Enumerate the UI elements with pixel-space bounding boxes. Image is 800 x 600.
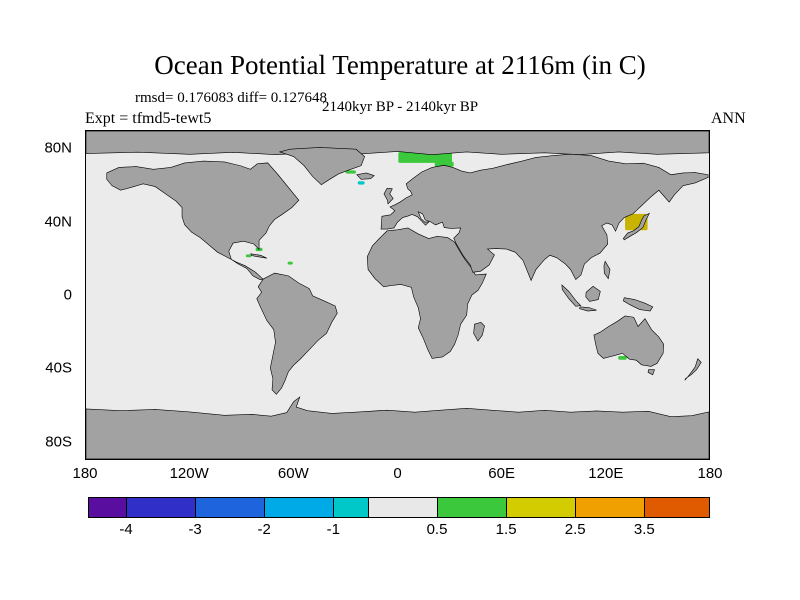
landmass-madagascar: [473, 321, 485, 342]
y-axis-tick-label: 80S: [45, 433, 72, 451]
landmass-greenland: [278, 147, 365, 186]
colorbar-tick-label: -4: [119, 521, 133, 538]
season-label: ANN: [711, 110, 746, 127]
landmass-tasmania: [647, 369, 655, 376]
rmsd-diff-stats: rmsd= 0.176083 diff= 0.127648: [135, 90, 328, 106]
anomaly-patch: [434, 161, 454, 167]
x-axis-tick-label: 60E: [488, 465, 516, 482]
map-frame: [85, 130, 710, 460]
landmass-africa: [366, 227, 487, 359]
landmass-philippines: [603, 260, 611, 280]
landmass-new-guinea: [622, 297, 654, 312]
y-axis-tick-label: 40N: [44, 213, 72, 231]
anomaly-patch: [398, 151, 453, 163]
colorbar-tick-label: 1.5: [495, 521, 517, 538]
period-label: 2140kyr BP - 2140kyr BP: [322, 99, 479, 115]
landmass-cuba: [250, 253, 267, 259]
x-axis-tick-label: 180: [72, 465, 98, 482]
colorbar-segment: [575, 498, 645, 517]
x-axis-tick-label: 60W: [277, 465, 309, 482]
y-axis-tick-label: 80N: [44, 139, 72, 157]
colorbar-tick-label: 2.5: [564, 521, 586, 538]
landmass-north-america: [106, 160, 300, 280]
colorbar-tick-label: -1: [326, 521, 341, 538]
landmass-new-zealand: [684, 358, 702, 381]
colorbar-segment: [196, 498, 266, 517]
x-axis-tick-label: 0: [393, 465, 402, 482]
anomaly-patch: [287, 261, 293, 265]
colorbar-segment: [368, 498, 438, 517]
colorbar-tick-label: 3.5: [633, 521, 655, 538]
x-axis-tick-label: 120W: [169, 465, 209, 482]
x-axis-tick-label: 180: [697, 465, 723, 482]
y-axis-tick-label: 0: [63, 286, 72, 304]
colorbar-segment: [644, 498, 710, 517]
colorbar-tick-label: -3: [188, 521, 202, 538]
colorbar-segment: [506, 498, 576, 517]
colorbar-segment: [265, 498, 335, 517]
landmass-eurasia: [380, 153, 709, 282]
landmass-antarctica: [86, 396, 709, 459]
anomaly-patch: [345, 170, 356, 174]
colorbar: [88, 497, 710, 518]
landmass-borneo: [585, 285, 601, 302]
experiment-label: Expt = tfmd5-tewt5: [85, 110, 212, 127]
anomaly-patch: [245, 254, 252, 258]
anomaly-patch: [618, 356, 627, 360]
landmass-south-america: [256, 272, 338, 395]
colorbar-tick-label: -2: [257, 521, 271, 538]
y-axis-tick-labels: 80N 40N 0 40S 80S: [18, 130, 78, 460]
world-map: [86, 131, 709, 459]
y-axis-tick-label: 40S: [45, 359, 72, 377]
landmass-iceland: [356, 172, 375, 180]
plot-title: Ocean Potential Temperature at 2116m (in…: [154, 50, 646, 80]
landmass-sumatra: [561, 284, 582, 307]
landmass-arctic-cap: [86, 131, 709, 156]
colorbar-tick-labels: -4 -3 -2 -1 0.5 1.5 2.5 3.5: [88, 521, 710, 539]
x-axis-tick-labels: 180 120W 60W 0 60E 120E 180: [72, 465, 722, 483]
anomaly-patch: [357, 181, 365, 185]
colorbar-segment: [89, 498, 128, 517]
colorbar-tick-label: 0.5: [426, 521, 448, 538]
landmass-japan: [622, 212, 650, 241]
x-axis-tick-label: 120E: [588, 465, 624, 482]
landmass-australia: [593, 315, 664, 367]
colorbar-segment: [437, 498, 507, 517]
colorbar-segment: [334, 498, 369, 517]
colorbar-segment: [127, 498, 197, 517]
landmass-java: [579, 306, 597, 312]
landmass-britain: [383, 187, 394, 205]
